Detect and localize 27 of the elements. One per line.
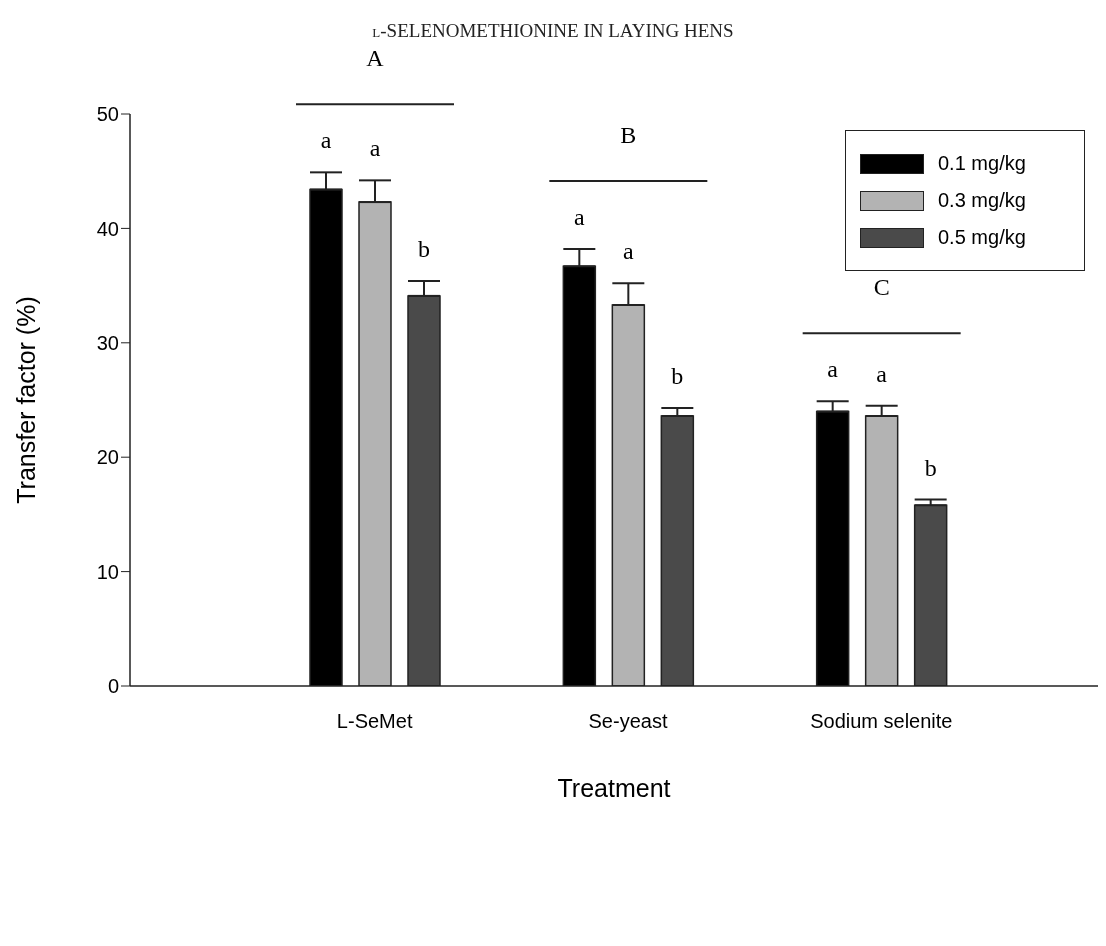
y-tick-label: 30 [96, 331, 119, 354]
y-tick-label: 40 [96, 217, 119, 240]
x-tick-label: Sodium selenite [810, 710, 953, 733]
annotation: b [924, 454, 937, 481]
text: A [366, 45, 385, 72]
annotation: B [620, 121, 637, 148]
annotation: b [418, 236, 430, 263]
annotation: a [827, 356, 839, 383]
legend-label: 0.1 mg/kg [938, 152, 1026, 175]
annotation: a [320, 127, 332, 154]
y-axis-title: Transfer factor (%) [11, 296, 40, 504]
y-tick-label: 0 [107, 675, 119, 698]
annotation: C [873, 274, 890, 301]
annotation: a [876, 360, 888, 387]
legend-label: 0.3 mg/kg [938, 189, 1026, 212]
y-tick-label: 20 [96, 446, 119, 469]
chart-title: l-SELENOMETHIONINE IN LAYING HENS [371, 20, 735, 42]
x-axis-title: Treatment [557, 774, 671, 802]
x-tick-label: Se-yeast [588, 710, 668, 733]
annotation: b [671, 363, 684, 390]
x-tick-label: L-SeMet [336, 710, 413, 733]
annotation: a [574, 203, 586, 230]
y-tick-label: 10 [96, 560, 119, 583]
legend-label: 0.5 mg/kg [938, 226, 1026, 249]
annotation: a [623, 238, 635, 265]
y-tick-label: 50 [96, 103, 119, 126]
annotation: a [369, 135, 381, 162]
